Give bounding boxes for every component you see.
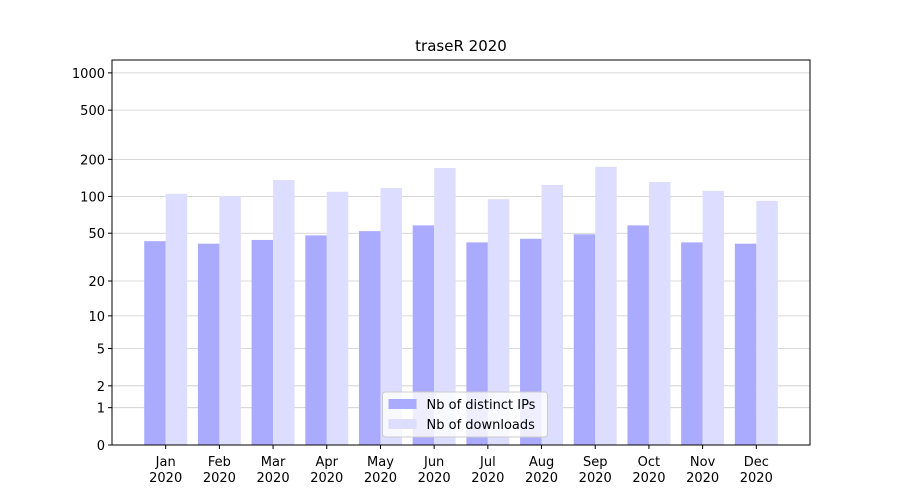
x-tick-label: Jan 2020 (149, 455, 182, 486)
bar (434, 168, 456, 446)
chart-title: traseR 2020 (415, 37, 507, 55)
bar (627, 225, 649, 445)
x-tick-label: Dec 2020 (740, 455, 773, 486)
legend-swatch (388, 399, 417, 409)
plot-frame (111, 59, 811, 446)
bar (702, 190, 725, 445)
x-tick-label: Jul 2020 (471, 455, 504, 486)
bar (648, 181, 671, 445)
bar (756, 200, 778, 445)
bar (412, 225, 435, 445)
x-tick-label: Mar 2020 (257, 455, 290, 486)
x-tick-label: Oct 2020 (632, 455, 665, 486)
x-tick-label: Jun 2020 (418, 455, 451, 486)
y-tick-label: 1 (97, 402, 105, 417)
y-tick-label: 0 (97, 439, 105, 454)
bar (165, 193, 188, 445)
bar (219, 195, 241, 445)
bar (681, 242, 703, 445)
legend-swatch (388, 419, 417, 429)
x-tick-label: May 2020 (364, 455, 397, 486)
legend-label: Nb of distinct IPs (427, 398, 536, 413)
bar (595, 166, 617, 445)
bar (197, 243, 220, 445)
y-tick-label: 5 (97, 342, 105, 357)
bar (573, 234, 596, 445)
bar (326, 191, 349, 445)
bar (305, 235, 327, 445)
x-tick-label: Sep 2020 (579, 455, 612, 486)
legend-box (382, 391, 548, 438)
x-tick-label: Apr 2020 (310, 455, 343, 486)
x-tick-label: Aug 2020 (525, 455, 558, 486)
y-tick-label: 20 (88, 275, 105, 290)
y-tick-label: 100 (80, 190, 105, 205)
bar (273, 179, 295, 445)
bar (251, 239, 274, 445)
y-tick-label: 2 (97, 380, 105, 395)
y-tick-label: 200 (80, 153, 105, 168)
bar (380, 188, 402, 445)
bar (541, 184, 564, 445)
bar (358, 231, 381, 445)
y-tick-label: 50 (88, 227, 105, 242)
bar (144, 241, 166, 445)
x-tick-label: Feb 2020 (203, 455, 236, 486)
y-tick-label: 1000 (72, 67, 105, 82)
y-tick-label: 500 (80, 104, 105, 119)
legend-label: Nb of downloads (427, 418, 536, 433)
bar (734, 243, 757, 445)
x-tick-label: Nov 2020 (686, 455, 719, 486)
bar (487, 199, 510, 445)
y-tick-label: 10 (88, 310, 105, 325)
